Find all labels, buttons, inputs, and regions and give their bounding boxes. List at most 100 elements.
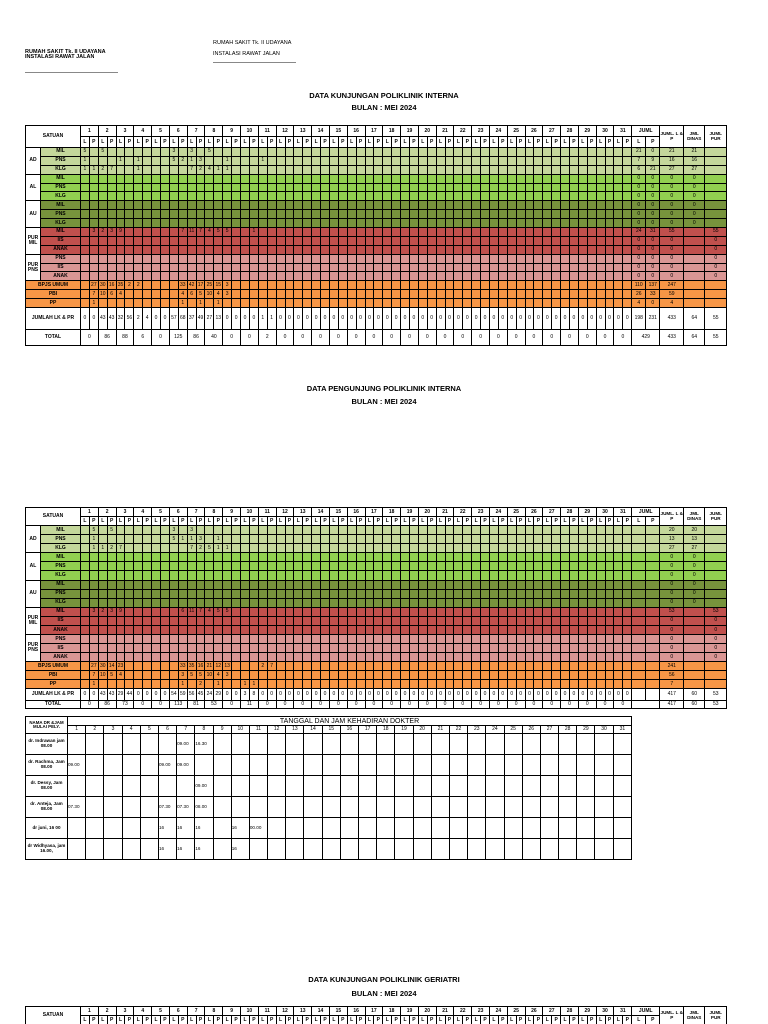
cell [595,218,606,229]
cell [595,643,606,654]
cell [302,661,313,672]
cell [311,634,322,645]
cell [471,200,482,211]
cell [320,579,330,590]
cell [586,235,597,246]
cell: 25 [204,280,215,291]
cell [569,182,579,193]
cell [542,227,553,237]
cell: 2 [124,280,135,291]
cell [284,200,295,211]
cell [346,661,357,672]
cell: 0 [471,688,482,702]
cell [222,561,233,572]
day-header: 18 [382,125,402,137]
cell: 07.30 [157,796,178,818]
cell [595,244,606,255]
day-header: 18 [382,1006,402,1016]
cell [645,643,661,654]
cell [321,796,341,818]
day-header: 5 [139,725,159,734]
cell: 0 [659,634,685,645]
cell: 0 [497,688,508,702]
group-label: AL [25,173,41,202]
data-row: AD MIL 5 5 3 3 5 21 0 21 21 [25,147,728,175]
cell [515,200,526,211]
day-header: 26 [524,507,544,517]
cell [248,244,259,255]
cell: 43 [97,688,108,702]
cell [631,670,647,681]
data-row: KLG 0 0 [26,597,728,608]
cell [124,218,135,229]
cell [524,147,535,157]
sub-header: P [160,1015,170,1024]
day-header: 11 [257,125,277,137]
cell [551,253,562,264]
cell [222,244,233,255]
cell [248,155,259,166]
cell [497,625,508,636]
cell [542,244,553,255]
sub-header: P [444,136,455,148]
cell [293,164,304,175]
sub-header: L [471,136,482,148]
cell [257,606,268,617]
cell [97,253,108,264]
cell [462,670,473,681]
cell [80,280,90,291]
cell [302,643,313,654]
cell [480,552,490,563]
cell [142,615,153,627]
cell [328,543,339,554]
cell: 3 [168,524,179,536]
cell [248,280,259,291]
cell [435,679,446,690]
sub-header: L [133,516,144,526]
cell [142,200,153,211]
cell [133,652,144,663]
cell [408,155,419,166]
cell [115,147,126,157]
day-header: 15 [321,725,341,734]
cell [266,244,277,255]
cell [151,634,162,645]
cell [524,670,535,681]
sub-header: P [284,1015,295,1024]
cell [257,253,268,264]
cell [400,227,410,237]
cell [302,182,313,193]
cell [426,606,437,617]
cell [462,588,473,599]
cell [115,298,126,309]
cell [364,218,375,229]
cell [622,235,633,246]
cell [604,227,615,237]
cell [613,298,624,309]
sub-header: P [142,1015,153,1024]
cell [303,754,323,776]
row-label: BPJS UMUM [25,661,81,672]
cell [373,235,384,246]
cell [106,652,117,663]
cell [177,543,188,554]
cell [497,597,508,608]
cell [204,588,215,599]
cell [488,182,499,193]
day-header: 16 [346,507,366,517]
cell [488,652,499,663]
cell [373,262,384,273]
cell [577,173,588,184]
cell [462,253,473,264]
cell [631,661,647,672]
sub-header: L [275,136,286,148]
cell [560,155,570,166]
cell: 53 [659,606,685,617]
header-row: 1 2 3 4 5 6 7 8 9 10 11 12 13 14 15 16 17 18 19 20 21 22 23 24 2… [26,725,633,734]
day-header: 17 [364,1006,384,1016]
cell [560,543,570,554]
cell [497,615,508,627]
row-label: PNS [40,534,81,545]
cell [151,643,162,654]
cell [382,280,393,291]
